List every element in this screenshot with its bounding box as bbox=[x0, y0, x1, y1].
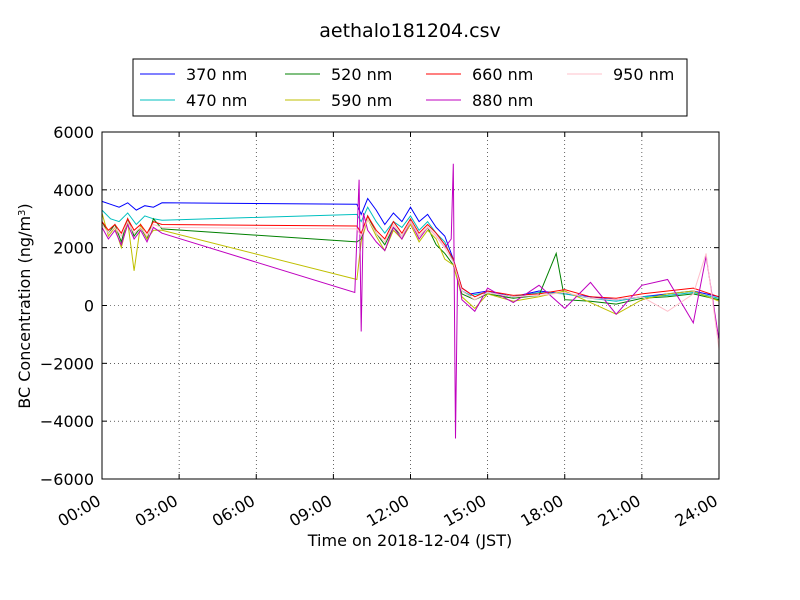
x-tick-label: 21:00 bbox=[594, 491, 643, 531]
y-tick-label: 4000 bbox=[53, 181, 94, 200]
y-tick-label: −4000 bbox=[40, 412, 94, 431]
legend-label: 520 nm bbox=[331, 65, 392, 84]
y-axis-label-unit-power: 3 bbox=[17, 210, 28, 216]
series-line-660-nm bbox=[101, 214, 720, 299]
legend: 370 nm 470 nm 520 nm 590 nm 660 nm 880 nm 950 … bbox=[132, 58, 688, 117]
x-tick-label: 15:00 bbox=[440, 491, 489, 531]
legend-label: 470 nm bbox=[186, 91, 247, 110]
legend-label: 950 nm bbox=[613, 65, 674, 84]
x-tick-label: 12:00 bbox=[363, 491, 412, 531]
ticks: 00:00 03:00 06:00 09:00 12:00 15:00 18:00 21:00… bbox=[40, 123, 721, 531]
legend-label: 370 nm bbox=[186, 65, 247, 84]
legend-label: 660 nm bbox=[472, 65, 533, 84]
x-tick-label: 00:00 bbox=[55, 491, 104, 531]
y-tick-label: −6000 bbox=[40, 470, 94, 489]
y-axis-label-main: BC Concentration (ng/m bbox=[15, 216, 34, 409]
series-lines bbox=[101, 163, 720, 439]
y-tick-label: 0 bbox=[84, 297, 94, 316]
x-tick-label: 06:00 bbox=[209, 491, 258, 531]
x-tick-label: 24:00 bbox=[672, 491, 721, 531]
x-tick-label: 09:00 bbox=[286, 491, 335, 531]
y-tick-label: −2000 bbox=[40, 354, 94, 373]
grid bbox=[102, 132, 719, 479]
y-tick-label: 2000 bbox=[53, 239, 94, 258]
series-line-370-nm bbox=[101, 197, 720, 301]
series-line-950-nm bbox=[101, 217, 720, 349]
legend-box bbox=[132, 58, 688, 117]
x-tick-label: 18:00 bbox=[517, 491, 566, 531]
y-axis-label-end: ) bbox=[15, 203, 34, 209]
chart-title: aethalo181204.csv bbox=[319, 20, 501, 42]
legend-label: 880 nm bbox=[472, 91, 533, 110]
x-tick-label: 03:00 bbox=[132, 491, 181, 531]
legend-label: 590 nm bbox=[331, 91, 392, 110]
x-axis-label: Time on 2018-12-04 (JST) bbox=[307, 531, 512, 550]
series-line-880-nm bbox=[101, 163, 720, 439]
y-tick-label: 6000 bbox=[53, 123, 94, 142]
y-axis-label: BC Concentration (ng/m3) bbox=[15, 203, 34, 408]
